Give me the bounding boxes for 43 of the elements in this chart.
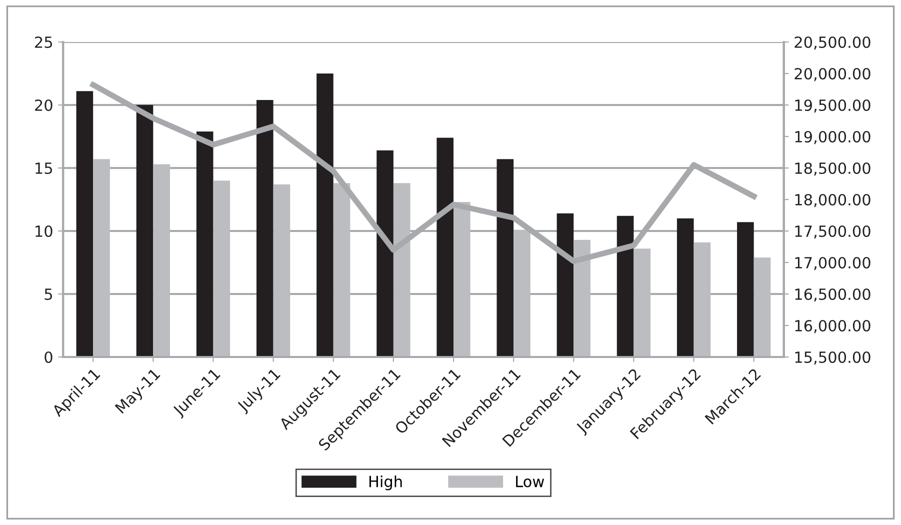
- bar: [153, 164, 170, 357]
- bar: [676, 218, 694, 357]
- y2-tick-label: 20,000.00: [794, 68, 870, 82]
- y2-tick-label: 18,000.00: [795, 194, 870, 208]
- bar: [376, 150, 394, 357]
- y2-tick-label: 19,000.00: [795, 130, 870, 144]
- y-tick-label: 5: [44, 288, 52, 300]
- bar: [737, 222, 754, 357]
- bar: [136, 105, 154, 357]
- bar: [634, 248, 651, 357]
- bar: [436, 138, 454, 357]
- y-tick-label: 20: [35, 99, 52, 112]
- y2-tick-label: 20,500.00: [794, 36, 870, 50]
- y2-tick-label: 17,500.00: [795, 225, 870, 239]
- legend-label: Low: [516, 476, 544, 488]
- bar: [496, 159, 514, 357]
- bar: [616, 216, 634, 357]
- y-tick-label: 15: [36, 162, 52, 174]
- y2-tick-label: 16,500.00: [795, 288, 870, 302]
- bar: [574, 240, 590, 357]
- legend-label: High: [369, 475, 402, 490]
- bar: [393, 183, 410, 357]
- bar: [454, 202, 470, 357]
- bar: [316, 74, 334, 357]
- bar: [256, 100, 274, 357]
- bar: [76, 91, 94, 357]
- y2-tick-label: 19,500.00: [795, 99, 870, 113]
- bar: [556, 213, 574, 357]
- bar: [754, 257, 771, 357]
- y-tick-label: 0: [44, 351, 52, 364]
- y2-tick-label: 17,000.00: [795, 256, 870, 270]
- bar: [196, 131, 214, 357]
- bar: [514, 230, 530, 357]
- bar: [273, 184, 290, 357]
- bar: [333, 183, 350, 357]
- y2-tick-label: 16,000.00: [795, 320, 870, 334]
- y-tick-label: 25: [35, 36, 52, 48]
- bar: [93, 159, 110, 357]
- y2-tick-label: 18,500.00: [795, 162, 870, 176]
- bar: [213, 180, 230, 357]
- y2-tick-label: 15,500.00: [795, 351, 870, 365]
- y-tick-label: 10: [36, 225, 52, 238]
- bar: [694, 242, 711, 357]
